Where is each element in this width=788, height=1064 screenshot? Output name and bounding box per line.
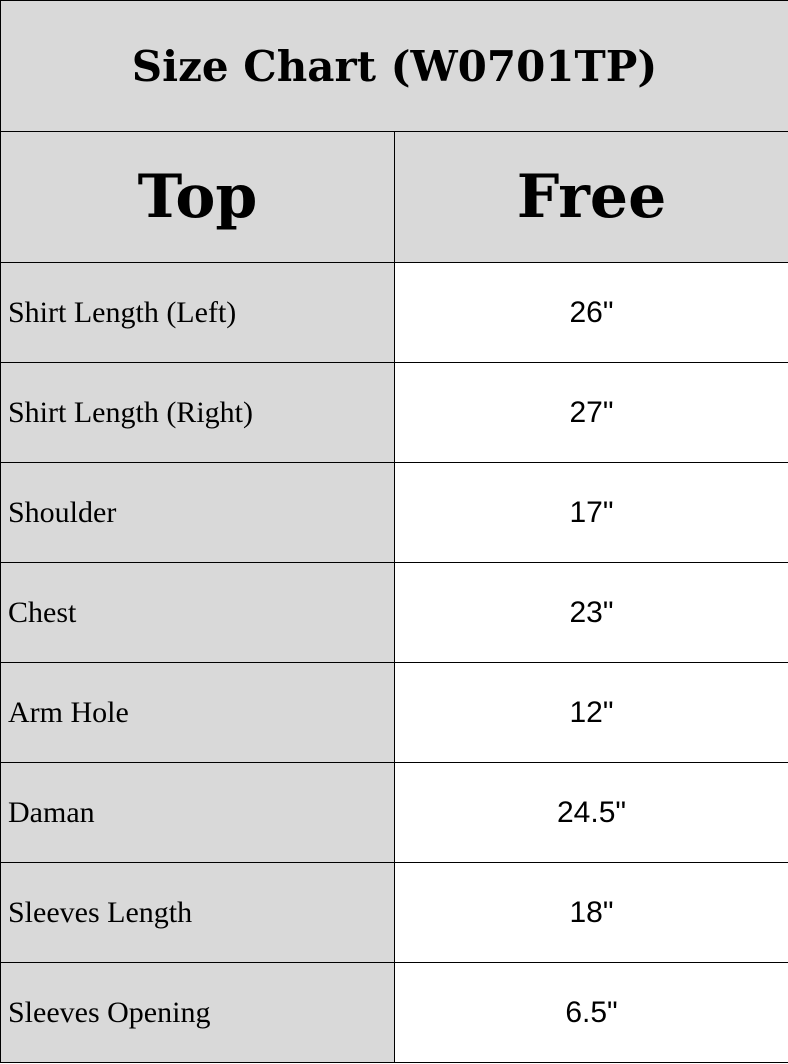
table-row: Shirt Length (Right) 27" [0, 362, 788, 463]
measurement-value: 18" [393, 862, 788, 963]
chart-title: Size Chart (W0701TP) [0, 0, 788, 132]
table-row: Sleeves Opening 6.5" [0, 962, 788, 1063]
measurement-label: Shirt Length (Left) [0, 262, 395, 363]
measurement-label: Arm Hole [0, 662, 395, 763]
measurement-value: 12" [393, 662, 788, 763]
measurement-label: Sleeves Length [0, 862, 395, 963]
measurement-value: 23" [393, 562, 788, 663]
measurement-value: 26" [393, 262, 788, 363]
measurement-value: 27" [393, 362, 788, 463]
header-top: Top [0, 131, 395, 263]
measurement-value: 24.5" [393, 762, 788, 863]
table-row: Shoulder 17" [0, 462, 788, 563]
measurement-label: Shirt Length (Right) [0, 362, 395, 463]
measurement-label: Sleeves Opening [0, 962, 395, 1063]
measurement-label: Chest [0, 562, 395, 663]
table-row: Arm Hole 12" [0, 662, 788, 763]
table-row: Shirt Length (Left) 26" [0, 262, 788, 363]
table-row: Sleeves Length 18" [0, 862, 788, 963]
measurement-value: 17" [393, 462, 788, 563]
measurement-value: 6.5" [393, 962, 788, 1063]
measurement-label: Shoulder [0, 462, 395, 563]
measurement-label: Daman [0, 762, 395, 863]
header-row: Top Free [0, 131, 788, 263]
table-row: Daman 24.5" [0, 762, 788, 863]
header-free: Free [393, 131, 788, 263]
title-row: Size Chart (W0701TP) [0, 0, 788, 132]
table-row: Chest 23" [0, 562, 788, 663]
